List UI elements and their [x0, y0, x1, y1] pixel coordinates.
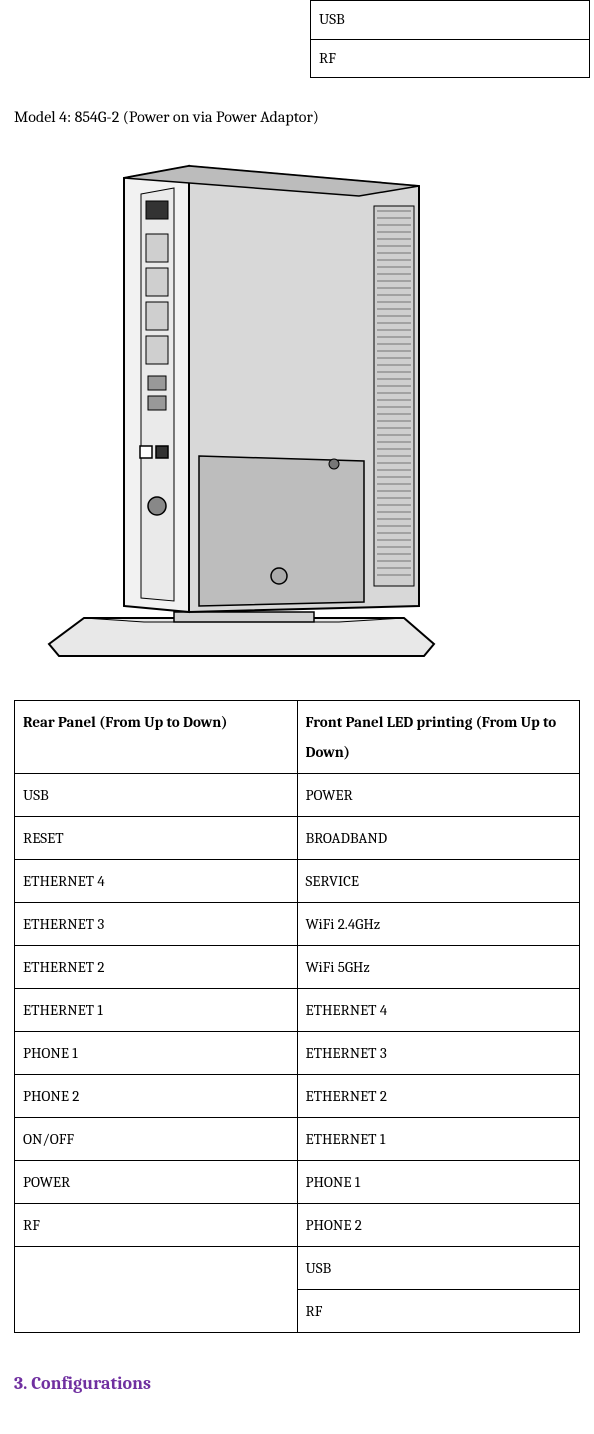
prev-table-cell: RF: [311, 39, 590, 78]
front-panel-cell: BROADBAND: [297, 817, 580, 860]
front-panel-cell: POWER: [297, 774, 580, 817]
rear-panel-cell: USB: [15, 774, 298, 817]
empty-cell: [15, 1290, 298, 1333]
table-row: USB: [15, 1247, 580, 1290]
previous-table-fragment: USBRF: [310, 0, 590, 78]
rear-panel-cell: ETHERNET 3: [15, 903, 298, 946]
section-heading-configurations: 3. Configurations: [14, 1373, 580, 1394]
table-row: RFPHONE 2: [15, 1204, 580, 1247]
rear-panel-cell: ETHERNET 2: [15, 946, 298, 989]
front-panel-cell: RF: [297, 1290, 580, 1333]
panel-table: Rear Panel (From Up to Down) Front Panel…: [14, 700, 580, 1333]
empty-cell: [15, 1247, 298, 1290]
front-panel-cell: USB: [297, 1247, 580, 1290]
front-panel-cell: SERVICE: [297, 860, 580, 903]
header-rear-panel: Rear Panel (From Up to Down): [15, 701, 298, 774]
table-row: ETHERNET 2WiFi 5GHz: [15, 946, 580, 989]
table-row: ON/OFFETHERNET 1: [15, 1118, 580, 1161]
table-row: USBPOWER: [15, 774, 580, 817]
rear-panel-cell: ON/OFF: [15, 1118, 298, 1161]
rear-panel-cell: PHONE 1: [15, 1032, 298, 1075]
rear-panel-cell: RF: [15, 1204, 298, 1247]
rear-panel-cell: POWER: [15, 1161, 298, 1204]
table-row: PHONE 1ETHERNET 3: [15, 1032, 580, 1075]
header-front-panel: Front Panel LED printing (From Up to Dow…: [297, 701, 580, 774]
front-panel-cell: ETHERNET 3: [297, 1032, 580, 1075]
front-panel-cell: ETHERNET 2: [297, 1075, 580, 1118]
rear-panel-cell: PHONE 2: [15, 1075, 298, 1118]
prev-table-cell: USB: [311, 1, 590, 40]
model-title: Model 4: 854G-2 (Power on via Power Adap…: [14, 108, 580, 126]
rear-panel-cell: RESET: [15, 817, 298, 860]
table-row: RF: [15, 1290, 580, 1333]
front-panel-cell: WiFi 2.4GHz: [297, 903, 580, 946]
front-panel-cell: ETHERNET 1: [297, 1118, 580, 1161]
table-row: ETHERNET 4SERVICE: [15, 860, 580, 903]
table-row: POWERPHONE 1: [15, 1161, 580, 1204]
table-row: ETHERNET 1ETHERNET 4: [15, 989, 580, 1032]
rear-panel-cell: ETHERNET 4: [15, 860, 298, 903]
front-panel-cell: PHONE 1: [297, 1161, 580, 1204]
table-row: RESETBROADBAND: [15, 817, 580, 860]
table-row: PHONE 2ETHERNET 2: [15, 1075, 580, 1118]
table-row: ETHERNET 3WiFi 2.4GHz: [15, 903, 580, 946]
rear-panel-cell: ETHERNET 1: [15, 989, 298, 1032]
front-panel-cell: PHONE 2: [297, 1204, 580, 1247]
front-panel-cell: ETHERNET 4: [297, 989, 580, 1032]
device-illustration: [14, 146, 469, 676]
front-panel-cell: WiFi 5GHz: [297, 946, 580, 989]
